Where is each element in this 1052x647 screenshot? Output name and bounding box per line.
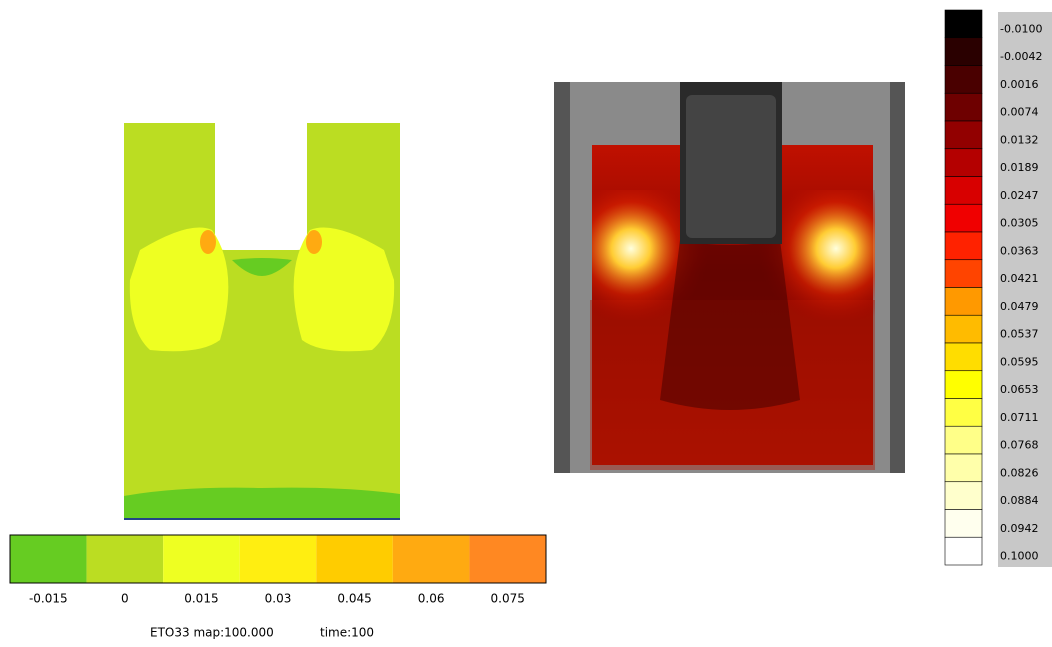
caption-map: ETO33 map:100.000 (150, 626, 274, 640)
colorbar-label: 0.0711 (1000, 411, 1039, 424)
colorbar-label: 0.0653 (1000, 383, 1039, 396)
color-cell (944, 453, 983, 483)
color-cell (10, 535, 87, 583)
colorbar-label: -0.0042 (1000, 50, 1042, 63)
colorbar-label: 0.0016 (1000, 78, 1039, 91)
colorbar-label: 0.075 (491, 592, 525, 606)
colorbar-label: 0.0363 (1000, 244, 1039, 257)
color-cell (944, 398, 983, 427)
colorbar-label: 0.0247 (1000, 189, 1039, 202)
color-cell (944, 231, 983, 261)
colorbar-label: 0.0942 (1000, 522, 1039, 535)
right-colorbar: -0.0100 -0.0042 0.0016 0.0074 0.0132 0.0189 0.… (944, 9, 1052, 567)
colorbar-label: 0.03 (265, 592, 292, 606)
colorbar-label: 0.0074 (1000, 106, 1039, 119)
color-cell (392, 535, 470, 583)
colorbar-label: 0.06 (418, 592, 445, 606)
colorbar-label: 0.0595 (1000, 355, 1039, 368)
colorbar-label: -0.015 (29, 592, 68, 606)
colorbar-label: 0.0132 (1000, 133, 1039, 146)
colorbar-label: 0.015 (184, 592, 218, 606)
left-colorbar: -0.015 0 0.015 0.03 0.045 0.06 0.075 (9, 534, 547, 606)
color-cell (944, 536, 983, 566)
caption-time: time:100 (320, 626, 374, 640)
colorbar-label: -0.0100 (1000, 22, 1042, 35)
color-cell (944, 425, 983, 455)
color-cell (944, 287, 983, 316)
color-cell (316, 535, 393, 583)
color-cell (944, 203, 983, 233)
color-cell (944, 259, 983, 288)
color-cell (944, 370, 983, 399)
color-cell (944, 9, 983, 39)
colorbar-label: 0.0479 (1000, 300, 1039, 313)
colorbar-label: 0 (121, 592, 129, 606)
color-cell (944, 176, 983, 205)
colorbar-label: 0.0884 (1000, 494, 1039, 507)
colorbar-label: 0.0305 (1000, 217, 1039, 230)
colorbar-label: 0.0826 (1000, 466, 1039, 479)
colorbar-label: 0.0421 (1000, 272, 1039, 285)
colorbar-label: 0.0768 (1000, 439, 1039, 452)
color-cell (163, 535, 240, 583)
color-cell (239, 535, 317, 583)
color-cell (944, 65, 983, 94)
color-cell (944, 37, 983, 66)
color-cell (944, 148, 983, 177)
color-cell (944, 509, 983, 538)
color-cell (944, 481, 983, 510)
simulation-map (124, 123, 400, 520)
colorbar-label: 0.0537 (1000, 328, 1039, 341)
color-cell (944, 342, 983, 372)
colorbar-label: 0.045 (337, 592, 371, 606)
color-cell (944, 120, 983, 150)
colorbar-label: 0.0189 (1000, 161, 1039, 174)
label-background (998, 12, 1052, 567)
color-cell (469, 535, 546, 583)
color-cell (944, 92, 983, 122)
color-cell (944, 314, 983, 344)
colorbar-frame (9, 534, 547, 584)
colorbar-label: 0.1000 (1000, 550, 1039, 563)
color-cell (86, 535, 164, 583)
dic-image (554, 82, 905, 473)
